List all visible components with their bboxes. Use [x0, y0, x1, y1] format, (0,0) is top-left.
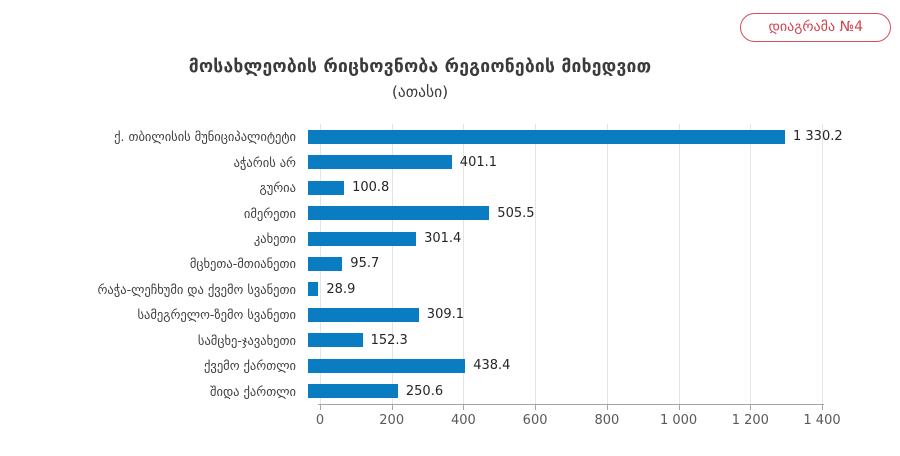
bar	[308, 307, 419, 322]
diagram-number-badge: დიაგრამა №4	[740, 13, 891, 42]
chart-row: გურია 100.8	[0, 175, 900, 200]
bar-area: 95.7	[308, 256, 868, 271]
category-label: მცხეთა-მთიანეთი	[189, 256, 296, 272]
bar-area: 1 330.2	[308, 129, 868, 144]
value-label: 301.4	[424, 231, 462, 247]
value-label: 438.4	[473, 358, 511, 374]
category-label: აჭარის არ	[233, 154, 296, 170]
axis-tick	[750, 405, 752, 410]
chart-title: მოსახლეობის რიცხოვნობა რეგიონების მიხედვ…	[188, 57, 652, 77]
category-label: ქ. თბილისის მუნიციპალიტეტი	[114, 129, 296, 145]
category-label: სამეგრელო-ზემო სვანეთი	[137, 307, 296, 323]
value-label: 401.1	[459, 154, 498, 170]
category-label: შიდა ქართლი	[210, 383, 296, 399]
value-label: 309.1	[426, 307, 465, 323]
axis-tick-label: 800	[594, 413, 620, 428]
bar	[308, 155, 452, 170]
bar-area: 505.5	[308, 206, 868, 221]
chart-row: რაჭა-ლეჩხუმი და ქვემო სვანეთი 28.9	[0, 277, 900, 302]
axis-tick	[822, 405, 823, 410]
category-label: გურია	[259, 180, 296, 196]
chart-row: კახეთი 301.4	[0, 226, 900, 251]
axis-tick-label: 1 400	[803, 413, 841, 428]
chart-header: მოსახლეობის რიცხოვნობა რეგიონების მიხედვ…	[0, 0, 840, 101]
value-label: 152.3	[370, 332, 408, 348]
bar-area: 28.9	[308, 282, 868, 297]
chart-row: მცხეთა-მთიანეთი 95.7	[0, 251, 900, 276]
bar	[308, 231, 417, 246]
chart-rows: ქ. თბილისის მუნიციპალიტეტი 1 330.2 აჭარის …	[0, 124, 900, 404]
axis-tick	[320, 405, 321, 410]
category-label: რაჭა-ლეჩხუმი და ქვემო სვანეთი	[97, 281, 296, 297]
chart-subtitle: (ათასი)	[391, 83, 449, 101]
bar-area: 438.4	[308, 358, 868, 373]
bar	[308, 206, 490, 221]
chart-row: ქვემო ქართლი 438.4	[0, 353, 900, 378]
bar-chart: ქ. თბილისის მუნიციპალიტეტი 1 330.2 აჭარის …	[0, 124, 900, 438]
bar	[308, 256, 343, 271]
category-label: სამცხე-ჯავახეთი	[197, 332, 296, 348]
axis-tick-label: 200	[379, 413, 405, 428]
x-axis: 0 200 400 600 800 1 000 1 200 1 400	[315, 404, 841, 438]
value-label: 505.5	[497, 205, 535, 221]
chart-row: შიდა ქართლი 250.6	[0, 379, 900, 404]
chart-row: სამეგრელო-ზემო სვანეთი 309.1	[0, 302, 900, 327]
chart-row: ქ. თბილისის მუნიციპალიტეტი 1 330.2	[0, 124, 900, 149]
axis-tick-label: 1 000	[659, 413, 698, 428]
axis-tick-label: 0	[315, 413, 325, 428]
value-label: 95.7	[350, 256, 380, 272]
axis-tick-label: 1 200	[731, 413, 769, 428]
bar-area: 301.4	[308, 231, 868, 246]
bar	[308, 358, 466, 373]
bar	[308, 333, 363, 348]
axis-tick	[606, 405, 608, 410]
bar	[308, 129, 785, 144]
value-label: 250.6	[405, 383, 444, 399]
axis-tick	[678, 405, 680, 410]
bar-area: 100.8	[308, 180, 868, 195]
chart-row: იმერეთი 505.5	[0, 200, 900, 225]
bar	[308, 180, 345, 195]
bar	[308, 282, 319, 297]
axis-tick	[391, 405, 393, 410]
bar-area: 152.3	[308, 333, 868, 348]
value-label: 100.8	[352, 180, 390, 196]
axis-tick	[535, 405, 537, 410]
value-label: 1 330.2	[793, 129, 843, 145]
bar	[308, 384, 398, 399]
category-label: ქვემო ქართლი	[204, 358, 296, 374]
axis-tick-label: 400	[450, 413, 476, 428]
axis-tick-label: 600	[522, 413, 548, 428]
diagram-number-label: დიაგრამა №4	[768, 19, 863, 35]
chart-row: აჭარის არ 401.1	[0, 149, 900, 174]
bar-area: 309.1	[308, 307, 868, 322]
bar-area: 250.6	[308, 384, 868, 399]
bar-area: 401.1	[308, 155, 868, 170]
value-label: 28.9	[326, 281, 356, 297]
category-label: იმერეთი	[243, 205, 296, 221]
chart-row: სამცხე-ჯავახეთი 152.3	[0, 328, 900, 353]
category-label: კახეთი	[253, 231, 296, 247]
axis-tick	[463, 405, 465, 410]
